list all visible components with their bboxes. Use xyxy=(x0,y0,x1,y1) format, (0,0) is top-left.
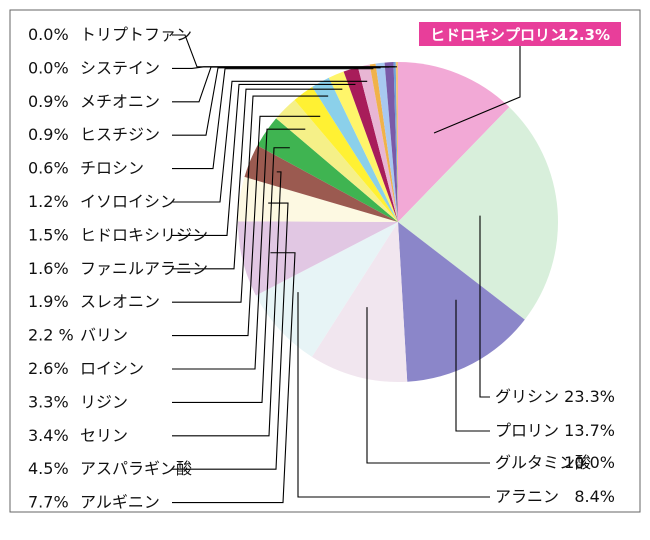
slice-label-9: ロイシン xyxy=(80,359,144,378)
pie-slice-6 xyxy=(238,176,398,222)
pie-slice-17 xyxy=(384,62,398,223)
pie-slice-7 xyxy=(244,145,398,222)
slice-value-9: 2.6% xyxy=(28,359,69,378)
pie-slice-15 xyxy=(369,63,398,222)
leader-line-1 xyxy=(479,215,490,398)
slice-value-10: 2.2 % xyxy=(28,326,74,345)
leader-line-10 xyxy=(172,115,321,337)
slice-value-18: 0.0% xyxy=(28,58,69,77)
pie-slice-9 xyxy=(276,99,398,222)
leader-line-11 xyxy=(172,95,329,303)
slice-label-1: グリシン xyxy=(495,387,559,406)
pie-slice-12 xyxy=(328,71,398,222)
slice-label-16: ヒスチジン xyxy=(80,125,160,144)
leader-line-7 xyxy=(172,171,282,437)
pie-slice-14 xyxy=(357,64,398,222)
slice-value-11: 1.9% xyxy=(28,292,69,311)
slice-value-0: 12.3% xyxy=(558,26,610,44)
pie-slice-10 xyxy=(294,86,398,223)
slice-value-3: 10.0% xyxy=(564,453,615,472)
leader-line-3 xyxy=(366,307,490,464)
slice-label-2: プロリン xyxy=(495,421,559,440)
slice-label-17: メチオニン xyxy=(80,92,160,111)
leader-line-2 xyxy=(455,299,490,432)
pie-slice-16 xyxy=(375,62,398,223)
pie-slice-11 xyxy=(312,77,398,223)
slice-value-14: 1.2% xyxy=(28,192,69,211)
leader-line-16 xyxy=(172,67,381,136)
leader-line-13 xyxy=(172,83,356,236)
slice-value-16: 0.9% xyxy=(28,125,69,144)
slice-value-6: 4.5% xyxy=(28,459,69,478)
slice-label-10: バリン xyxy=(80,326,128,345)
slice-label-8: リジン xyxy=(80,392,128,411)
slice-value-4: 8.4% xyxy=(574,487,615,506)
slice-label-11: スレオニン xyxy=(80,292,160,311)
leader-line-5 xyxy=(172,252,296,504)
slice-label-15: チロシン xyxy=(80,159,144,178)
slice-value-8: 3.3% xyxy=(28,392,69,411)
slice-label-5: アルギニン xyxy=(80,493,160,512)
pie-slice-13 xyxy=(343,67,398,222)
slice-value-19: 0.0% xyxy=(28,25,69,44)
slice-value-7: 3.4% xyxy=(28,426,69,445)
slice-label-13: ヒドロキシリジン xyxy=(80,225,208,244)
slice-value-2: 13.7% xyxy=(564,421,615,440)
slice-value-5: 7.7% xyxy=(28,493,69,512)
leader-line-17 xyxy=(172,66,390,103)
slice-label-4: アラニン xyxy=(495,487,559,506)
leader-line-4 xyxy=(297,292,490,498)
pie-slice-3 xyxy=(311,222,408,382)
leader-line-12 xyxy=(172,88,343,270)
leader-line-0 xyxy=(433,43,521,134)
slice-value-12: 1.6% xyxy=(28,259,69,278)
slice-value-15: 0.6% xyxy=(28,159,69,178)
leader-line-8 xyxy=(172,147,290,403)
pie-slice-8 xyxy=(257,118,398,222)
slice-value-13: 1.5% xyxy=(28,225,69,244)
slice-value-1: 23.3% xyxy=(564,387,615,406)
slice-label-7: セリン xyxy=(80,426,128,445)
slice-label-6: アスパラギン酸 xyxy=(80,459,192,478)
pie-slice-2 xyxy=(398,222,525,382)
slice-label-19: トリプトファン xyxy=(80,25,192,44)
leader-line-6 xyxy=(172,202,289,470)
slice-label-12: ファニルアラニン xyxy=(80,259,208,278)
slice-label-14: イソロイシン xyxy=(80,192,176,211)
slice-value-17: 0.9% xyxy=(28,92,69,111)
pie-slice-19 xyxy=(395,62,398,222)
pie-slice-18 xyxy=(393,62,398,222)
highlight-label-box xyxy=(419,22,621,46)
leader-line-14 xyxy=(172,80,368,203)
pie-slice-0 xyxy=(398,62,510,222)
leader-line-15 xyxy=(172,68,374,170)
slice-label-0: ヒドロキシプロリン xyxy=(430,26,565,44)
pie-slice-1 xyxy=(398,107,558,320)
leader-line-9 xyxy=(172,128,306,370)
slice-label-3: グルタミン酸 xyxy=(495,453,591,472)
slice-label-18: システイン xyxy=(80,58,160,77)
